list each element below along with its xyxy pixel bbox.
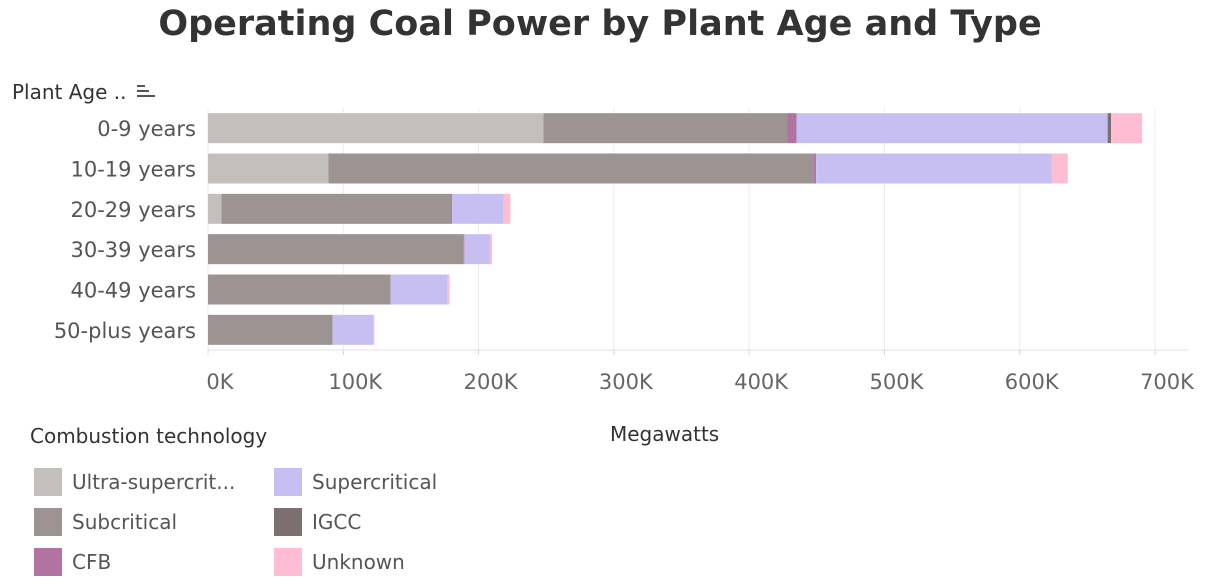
x-tick-label: 200K (464, 370, 519, 394)
bar-segment (447, 274, 450, 305)
legend-label: Subcritical (72, 510, 178, 534)
bar-segment (816, 153, 1052, 184)
bar-segment (208, 274, 391, 305)
legend-label: Supercritical (312, 470, 438, 494)
bar-segment (452, 193, 504, 224)
x-tick-label: 700K (1140, 370, 1195, 394)
bar-segment (373, 314, 375, 345)
x-tick-label: 100K (328, 370, 383, 394)
legend-item[interactable]: Unknown (274, 542, 474, 582)
bar-segment (463, 234, 465, 265)
legend-swatch (274, 548, 302, 576)
legend-item[interactable]: Supercritical (274, 462, 474, 502)
bar-segment (490, 234, 493, 265)
category-label: 40-49 years (71, 279, 197, 303)
category-label: 50-plus years (54, 319, 196, 343)
legend-swatch (34, 548, 62, 576)
bar-segment (814, 153, 817, 184)
bar-segment (208, 113, 544, 144)
bar-segment (208, 314, 333, 345)
bar-segment (451, 193, 453, 224)
bar-segment (1107, 113, 1112, 144)
legend-title: Combustion technology (30, 424, 268, 448)
legend-label: Ultra-supercrit... (72, 470, 236, 494)
bar-segment (796, 113, 1108, 144)
sort-icon[interactable] (135, 83, 157, 101)
bar-segment (464, 234, 491, 265)
category-label: 30-39 years (71, 238, 197, 262)
legend-label: Unknown (312, 550, 405, 574)
legend-label: IGCC (312, 510, 362, 534)
legend-label: CFB (72, 550, 112, 574)
bar-segment (787, 113, 797, 144)
bar-segment (208, 193, 222, 224)
x-tick-label: 0K (206, 370, 234, 394)
bar-segment (332, 314, 374, 345)
legend-swatch (274, 468, 302, 496)
legend: Ultra-supercrit... Supercritical Subcritic… (34, 462, 474, 582)
legend-item[interactable]: IGCC (274, 502, 474, 542)
bar-chart: 0K 100K 200K 300K 400K 500K 600K 700K 0-9 years 1… (54, 108, 1195, 394)
x-axis-label: Megawatts (610, 422, 720, 446)
bar-segment (208, 153, 329, 184)
bar-segment (328, 153, 815, 184)
bar-segment (221, 193, 452, 224)
category-label: 10-19 years (71, 158, 197, 182)
bar-segment (1111, 113, 1143, 144)
bar-segment (1051, 153, 1068, 184)
category-label: 0-9 years (97, 117, 196, 141)
chart-title: Operating Coal Power by Plant Age and Ty… (158, 4, 1042, 44)
legend-item[interactable]: Subcritical (34, 502, 274, 542)
x-tick-label: 600K (1005, 370, 1060, 394)
rows-header-label: Plant Age .. (12, 80, 127, 104)
bar-segment (390, 274, 448, 305)
bar-segment (208, 234, 464, 265)
x-tick-label: 500K (869, 370, 924, 394)
legend-swatch (34, 508, 62, 536)
x-tick-label: 400K (734, 370, 789, 394)
legend-item[interactable]: Ultra-supercrit... (34, 462, 274, 502)
rows-header: Plant Age .. (12, 80, 157, 104)
legend-swatch (34, 468, 62, 496)
legend-swatch (274, 508, 302, 536)
legend-item[interactable]: CFB (34, 542, 274, 582)
x-tick-label: 300K (599, 370, 654, 394)
bar-segment (503, 193, 511, 224)
category-label: 20-29 years (71, 198, 197, 222)
bar-segment (543, 113, 788, 144)
